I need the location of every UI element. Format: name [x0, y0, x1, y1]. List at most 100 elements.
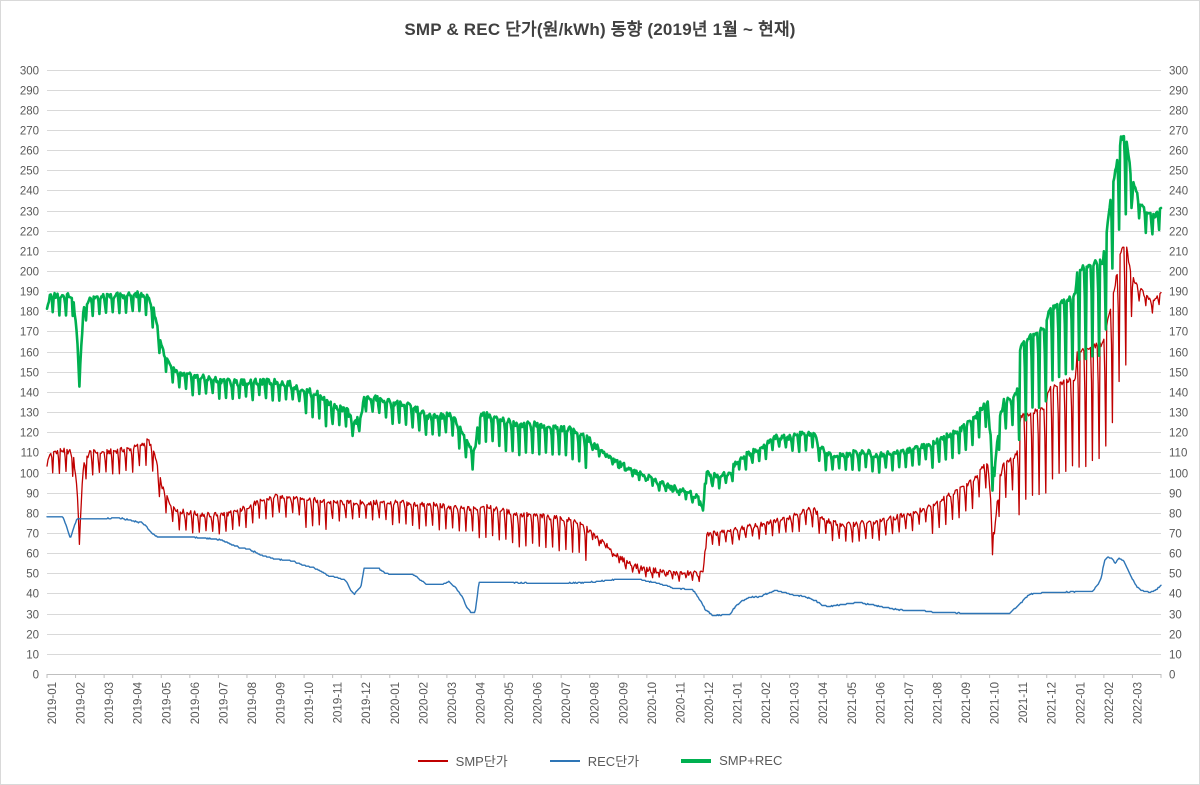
svg-text:2020-05: 2020-05 — [504, 682, 516, 724]
svg-text:2021-11: 2021-11 — [1018, 682, 1030, 723]
svg-text:100: 100 — [20, 469, 39, 481]
legend-item-rec: REC단가 — [549, 751, 640, 770]
svg-text:2020-09: 2020-09 — [618, 682, 630, 724]
svg-text:2019-04: 2019-04 — [133, 681, 145, 724]
svg-text:90: 90 — [26, 489, 39, 501]
svg-text:2021-03: 2021-03 — [790, 682, 802, 724]
svg-text:80: 80 — [1169, 509, 1182, 521]
svg-text:2019-03: 2019-03 — [104, 682, 116, 724]
svg-text:2019-11: 2019-11 — [333, 682, 345, 723]
svg-text:150: 150 — [1169, 368, 1188, 380]
svg-text:120: 120 — [20, 428, 39, 440]
legend-item-total: SMP+REC — [681, 753, 782, 768]
svg-text:230: 230 — [1169, 207, 1188, 219]
svg-text:2019-12: 2019-12 — [361, 682, 373, 724]
svg-text:2020-02: 2020-02 — [418, 682, 430, 724]
svg-text:2020-07: 2020-07 — [561, 682, 573, 724]
svg-text:140: 140 — [1169, 388, 1188, 400]
svg-text:2021-01: 2021-01 — [733, 682, 745, 724]
svg-text:250: 250 — [1169, 166, 1188, 178]
chart-title: SMP & REC 단가(원/kWh) 동향 (2019년 1월 ~ 현재) — [404, 20, 796, 39]
svg-text:110: 110 — [21, 448, 39, 460]
svg-text:100: 100 — [1169, 469, 1188, 481]
svg-text:0: 0 — [33, 670, 39, 682]
svg-text:30: 30 — [1169, 610, 1182, 622]
svg-text:280: 280 — [20, 106, 39, 118]
svg-text:300: 300 — [20, 66, 39, 78]
svg-text:280: 280 — [1169, 106, 1188, 118]
svg-text:2019-02: 2019-02 — [76, 682, 88, 724]
svg-text:150: 150 — [20, 368, 39, 380]
svg-text:40: 40 — [26, 589, 39, 601]
svg-text:2021-12: 2021-12 — [1047, 682, 1059, 724]
svg-text:2020-11: 2020-11 — [675, 682, 687, 723]
svg-text:300: 300 — [1169, 66, 1188, 78]
svg-text:190: 190 — [20, 287, 39, 299]
svg-text:2021-08: 2021-08 — [932, 682, 944, 724]
svg-text:40: 40 — [1169, 589, 1182, 601]
svg-text:2019-07: 2019-07 — [218, 682, 230, 724]
svg-text:240: 240 — [1169, 186, 1188, 198]
svg-text:2019-01: 2019-01 — [47, 682, 59, 724]
svg-text:140: 140 — [20, 388, 39, 400]
svg-text:2019-09: 2019-09 — [276, 682, 288, 724]
legend-item-smp: SMP단가 — [417, 751, 508, 770]
svg-text:20: 20 — [1169, 630, 1182, 642]
svg-text:240: 240 — [20, 186, 39, 198]
svg-text:200: 200 — [1169, 267, 1188, 279]
svg-text:190: 190 — [1169, 287, 1188, 299]
svg-text:2021-07: 2021-07 — [904, 682, 916, 724]
svg-text:20: 20 — [26, 630, 39, 642]
svg-text:210: 210 — [1169, 247, 1188, 259]
svg-text:2019-08: 2019-08 — [247, 682, 259, 724]
svg-text:2021-10: 2021-10 — [990, 682, 1002, 724]
svg-text:0: 0 — [1169, 670, 1175, 682]
svg-text:2022-01: 2022-01 — [1075, 682, 1087, 724]
svg-text:290: 290 — [20, 86, 39, 98]
svg-text:2019-05: 2019-05 — [161, 682, 173, 724]
svg-text:50: 50 — [1169, 569, 1182, 581]
svg-text:2021-09: 2021-09 — [961, 682, 973, 724]
svg-text:2020-08: 2020-08 — [590, 682, 602, 724]
svg-text:160: 160 — [1169, 348, 1188, 360]
svg-text:2019-10: 2019-10 — [304, 682, 316, 724]
svg-text:130: 130 — [1169, 408, 1188, 420]
svg-text:2021-06: 2021-06 — [875, 682, 887, 724]
svg-text:2021-04: 2021-04 — [818, 681, 830, 724]
svg-text:30: 30 — [26, 610, 39, 622]
svg-text:60: 60 — [26, 549, 39, 561]
svg-text:130: 130 — [20, 408, 39, 420]
svg-text:80: 80 — [26, 509, 39, 521]
svg-text:270: 270 — [20, 126, 39, 138]
svg-text:270: 270 — [1169, 126, 1188, 138]
svg-text:160: 160 — [20, 348, 39, 360]
svg-text:2020-04: 2020-04 — [475, 681, 487, 724]
rec-line-swatch-icon — [549, 759, 580, 762]
svg-text:2022-02: 2022-02 — [1104, 682, 1116, 724]
svg-text:110: 110 — [1169, 448, 1187, 460]
svg-text:10: 10 — [26, 650, 39, 662]
svg-text:2020-06: 2020-06 — [533, 682, 545, 724]
svg-text:260: 260 — [20, 146, 39, 158]
svg-text:2020-01: 2020-01 — [390, 682, 402, 724]
svg-text:220: 220 — [20, 227, 39, 239]
legend-label-rec: REC단가 — [587, 754, 640, 769]
svg-text:2021-02: 2021-02 — [761, 682, 773, 724]
smp-line-swatch-icon — [417, 759, 448, 762]
svg-text:170: 170 — [20, 327, 39, 339]
svg-text:170: 170 — [1169, 327, 1188, 339]
svg-text:220: 220 — [1169, 227, 1188, 239]
svg-text:260: 260 — [1169, 146, 1188, 158]
svg-text:290: 290 — [1169, 86, 1188, 98]
legend-label-total: SMP+REC — [719, 753, 783, 768]
svg-text:70: 70 — [1169, 529, 1182, 541]
svg-text:2020-12: 2020-12 — [704, 682, 716, 724]
svg-text:50: 50 — [26, 569, 39, 581]
svg-text:200: 200 — [20, 267, 39, 279]
legend-label-smp: SMP단가 — [455, 754, 508, 769]
svg-text:250: 250 — [20, 166, 39, 178]
svg-text:2020-03: 2020-03 — [447, 682, 459, 724]
svg-text:2019-06: 2019-06 — [190, 682, 202, 724]
svg-text:2020-10: 2020-10 — [647, 682, 659, 724]
